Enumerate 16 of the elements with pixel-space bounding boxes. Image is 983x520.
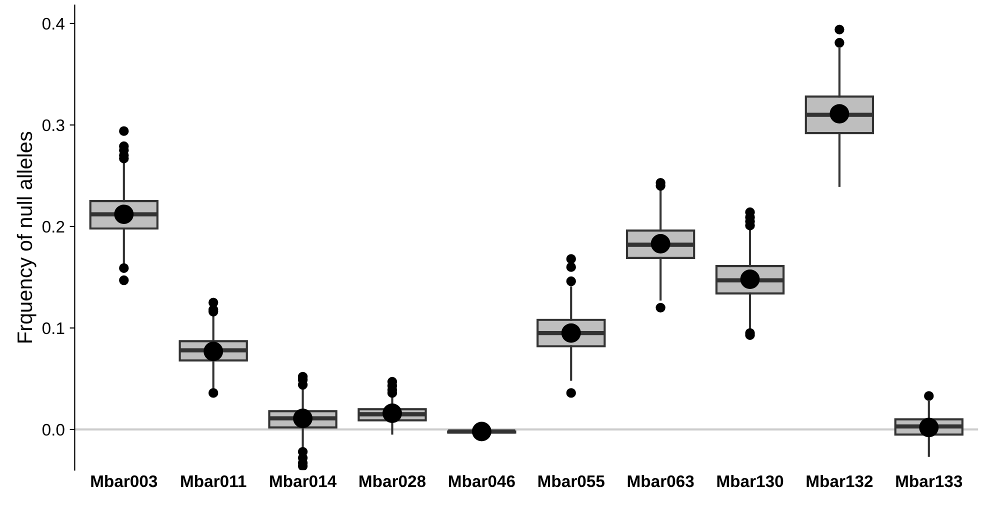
x-tick-label: Mbar063 [628, 474, 694, 488]
y-tick-label: 0.3 [42, 119, 64, 132]
y-tick-label: 0.4 [42, 18, 64, 30]
x-tick-label: Mbar055 [538, 474, 604, 488]
x-tick-label: Mbar046 [448, 474, 515, 488]
x-tick-label: Mbar130 [717, 474, 784, 488]
y-tick-label: 0.0 [42, 424, 64, 436]
x-tick-label: Mbar132 [806, 474, 873, 488]
x-tick-label: Mbar011 [181, 474, 246, 488]
y-tick-label: 0.2 [42, 220, 64, 233]
x-tick-label: Mbar133 [896, 474, 962, 488]
x-tick-label: Mbar014 [270, 474, 337, 488]
y-axis-title: Frquency of null alleles [16, 132, 36, 342]
x-tick-label: Mbar003 [91, 474, 158, 488]
x-tick-label: Mbar028 [360, 474, 426, 488]
y-tick-label: 0.1 [42, 322, 64, 334]
